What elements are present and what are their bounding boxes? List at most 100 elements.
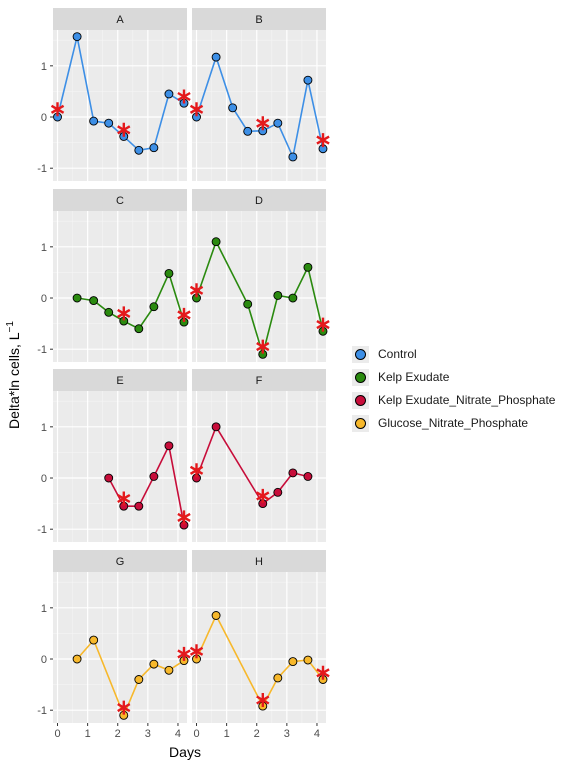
star-marker [177, 510, 191, 525]
star-marker [189, 463, 204, 478]
y-tick-label: 0 [41, 112, 47, 124]
facet-panel-h: H [189, 550, 330, 723]
data-point [134, 501, 144, 511]
data-point [134, 675, 144, 684]
star-marker [117, 700, 131, 715]
facet-panel-d: D [189, 189, 330, 362]
star-marker [117, 491, 131, 506]
facet-strip-label: A [116, 14, 124, 26]
x-tick-label: 0 [193, 728, 199, 740]
x-axis-title: Days [169, 744, 201, 760]
star-marker [189, 102, 204, 117]
x-tick-label: 2 [115, 728, 121, 740]
data-point [211, 52, 221, 62]
data-point [273, 291, 283, 300]
legend-key [352, 391, 369, 409]
star-marker [117, 122, 131, 137]
data-point [243, 126, 253, 136]
legend-key [352, 368, 369, 386]
facet-panel-f: F [189, 369, 326, 542]
legend-label: Glucose_Nitrate_Phosphate [378, 416, 529, 430]
series-line [195, 239, 324, 358]
data-point [72, 32, 82, 42]
x-tick-label: 4 [314, 728, 320, 740]
panel-background [192, 30, 326, 181]
data-point [72, 293, 82, 303]
star-marker [256, 339, 270, 354]
legend-dot [355, 417, 366, 429]
facet-strip [53, 189, 187, 211]
panel-background [192, 211, 326, 362]
facet-strip-label: F [256, 375, 263, 387]
data-point [288, 293, 298, 303]
legend-dot [355, 348, 366, 360]
data-point [303, 75, 313, 85]
y-axis-title-superscript: −1 [5, 321, 16, 333]
panel-background [53, 572, 187, 723]
data-point [104, 118, 114, 128]
facet-strip-label: C [116, 195, 124, 207]
facet-strip [53, 550, 187, 572]
data-point [149, 659, 159, 669]
data-point [134, 324, 144, 334]
y-tick-label: 0 [41, 293, 47, 305]
panel-background [53, 30, 187, 181]
data-point [273, 673, 283, 683]
star-marker [177, 89, 191, 104]
data-point [288, 468, 298, 478]
facet-strip-label: G [116, 556, 125, 568]
x-tick-label: 1 [85, 728, 91, 740]
data-point [149, 302, 159, 312]
star-marker [316, 317, 330, 332]
facet-panel-e: E [53, 369, 191, 542]
data-point [228, 103, 238, 113]
x-tick-label: 1 [224, 728, 230, 740]
data-point [211, 422, 221, 432]
data-point [89, 116, 99, 126]
x-tick-label: 3 [145, 728, 151, 740]
y-tick-label: 0 [41, 473, 47, 485]
facet-strip-label: E [116, 375, 123, 387]
legend-dot [355, 371, 366, 383]
y-tick-label: 1 [41, 422, 47, 434]
panel-background [53, 391, 187, 542]
facet-strip [192, 189, 326, 211]
y-axis-title-group: Delta*ln cells, L−1 [5, 321, 22, 429]
y-tick-label: 1 [41, 603, 47, 615]
data-point [273, 118, 283, 128]
facet-strip [53, 8, 187, 30]
data-point [164, 441, 174, 451]
legend-key [352, 414, 369, 432]
facet-panel-b: B [189, 8, 330, 181]
panel-background [53, 211, 187, 362]
data-point [72, 654, 82, 664]
star-marker [117, 306, 131, 321]
data-point [149, 472, 159, 481]
legend-key [352, 345, 369, 363]
star-marker [256, 693, 270, 707]
x-tick-label: 0 [54, 728, 60, 740]
data-point [164, 268, 174, 278]
facet-panel-g: G [53, 550, 191, 723]
data-point [303, 262, 313, 272]
y-tick-label: 1 [41, 61, 47, 73]
data-point [303, 472, 313, 481]
y-tick-label: -1 [37, 163, 47, 175]
legend-label: Control [378, 347, 417, 361]
facet-strip [192, 369, 326, 391]
y-tick-label: -1 [37, 524, 47, 536]
legend-item: Control [352, 344, 417, 364]
data-point [303, 655, 313, 665]
star-marker [50, 102, 65, 117]
data-point [149, 143, 159, 153]
panel-background [192, 391, 326, 542]
panels-layer: A B C D E F G H [50, 8, 330, 723]
y-axis-title-text: Delta*ln cells, L [6, 332, 22, 429]
legend-item: Glucose_Nitrate_Phosphate [352, 413, 528, 433]
data-point [164, 89, 174, 99]
y-axis-title: Delta*ln cells, L−1 [5, 321, 22, 429]
star-marker [189, 283, 204, 298]
star-marker [177, 646, 191, 661]
